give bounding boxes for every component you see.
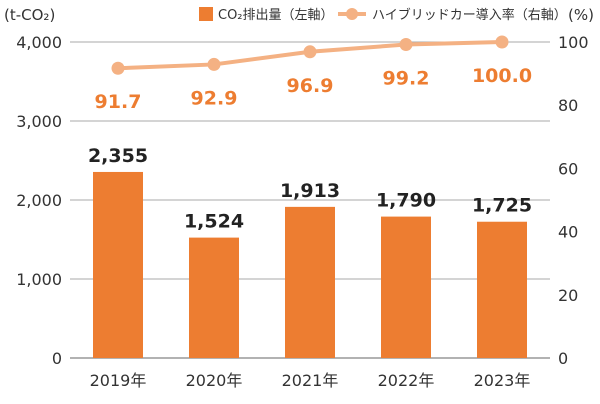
legend-label-line: ハイブリッドカー導入率（右軸） [372,7,567,23]
bar-value-label: 1,913 [280,180,340,202]
right-axis-tick-label: 40 [558,223,578,242]
right-axis-tick-label: 20 [558,286,578,305]
legend: CO₂排出量（左軸） ハイブリッドカー導入率（右軸） [199,7,567,23]
left-axis-tick-label: 0 [52,349,62,368]
bar [189,237,239,358]
x-axis-category-label: 2022年 [378,371,435,390]
x-axis-category-label: 2019年 [90,371,147,390]
line-value-label: 100.0 [472,65,532,87]
legend-swatch-bar [199,7,213,21]
line-point [111,61,125,75]
data-labels: 2,355 1,524 1,913 1,790 1,725 91.7 92.9 96.9 99.… [88,65,532,233]
x-axis-category-label: 2023年 [474,371,531,390]
left-axis-tick-label: 3,000 [16,112,62,131]
legend-label-bar: CO₂排出量（左軸） [218,8,334,23]
bar-value-label: 1,725 [472,195,532,217]
right-axis-tick-label: 100 [558,33,589,52]
line-value-label: 96.9 [287,75,334,97]
bar [285,206,335,358]
bar-value-label: 1,524 [184,211,244,233]
line-point [399,38,413,52]
axes: (t-CO₂) (%) 0 1,000 2,000 3,000 4,000 0 20 40 60… [4,6,594,390]
bar [93,171,143,358]
line-value-label: 99.2 [383,68,430,90]
line-series [111,35,509,75]
gridlines [70,41,550,359]
left-axis-tick-label: 1,000 [16,270,62,289]
left-axis-tick-label: 2,000 [16,191,62,210]
right-axis-unit-label: (%) [568,6,594,24]
line-value-label: 91.7 [95,91,142,113]
right-axis-tick-label: 0 [558,349,568,368]
legend-swatch-marker [346,8,358,20]
bar-value-label: 1,790 [376,190,436,212]
left-axis-tick-label: 4,000 [16,33,62,52]
line-point [495,35,509,49]
bar [477,221,527,358]
bar-value-label: 2,355 [88,145,148,167]
line-point [207,57,221,71]
left-axis-unit-label: (t-CO₂) [4,6,55,24]
bar-series [93,171,527,358]
line-point [303,45,317,59]
right-axis-tick-label: 60 [558,159,578,178]
x-axis-category-label: 2021年 [282,371,339,390]
bar [381,216,431,358]
x-axis-category-label: 2020年 [186,371,243,390]
right-axis-tick-label: 80 [558,96,578,115]
line-value-label: 92.9 [191,87,238,109]
